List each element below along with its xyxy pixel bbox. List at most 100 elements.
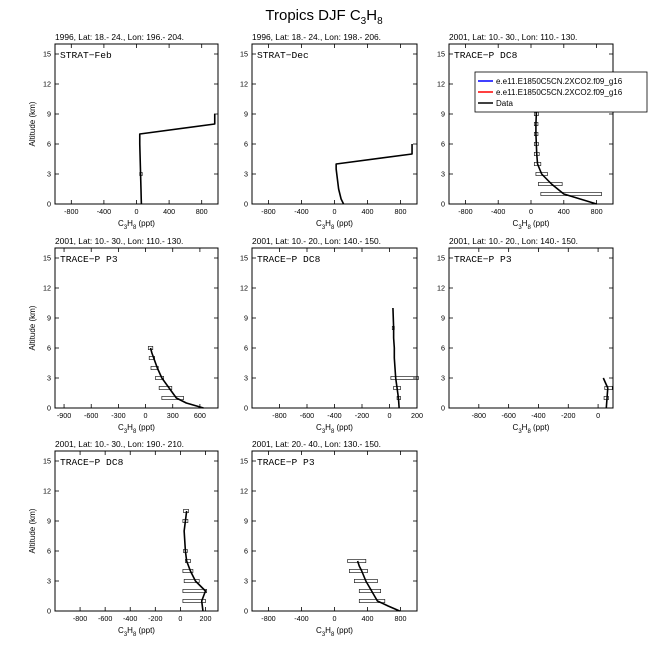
y-axis-label: Altitude (km): [28, 508, 37, 553]
chart-panel-6: 2001, Lat: 10.- 20., Lon: 140.- 150. TRAC…: [437, 236, 614, 435]
plot-frame: [54, 247, 219, 409]
legend: e.e11.E1850C5CN.2XCO2.f09_g16 e.e11.E1850…: [474, 71, 648, 113]
panel-subtitle: 1996, Lat: 18.- 24., Lon: 198.- 206.: [252, 32, 381, 42]
y-tick-label: 15: [240, 254, 248, 263]
x-axis-label: C3H8 (ppt): [513, 219, 550, 231]
y-tick-label: 3: [244, 577, 248, 586]
error-bar: [390, 376, 419, 380]
x-axis-label: C3H8 (ppt): [316, 219, 353, 231]
y-tick-label: 3: [244, 170, 248, 179]
error-bar: [155, 376, 164, 380]
y-tick-label: 12: [43, 80, 51, 89]
error-bar: [183, 579, 200, 583]
error-bar: [358, 599, 386, 603]
y-tick-label: 12: [240, 284, 248, 293]
legend-box: [474, 71, 648, 113]
panel-subtitle: 2001, Lat: 10.- 30., Lon: 110.- 130.: [449, 32, 577, 42]
x-tick-label: -200: [355, 411, 369, 420]
legend-label: Data: [496, 99, 513, 108]
legend-label: e.e11.E1850C5CN.2XCO2.f09_g16: [496, 77, 623, 86]
legend-label: e.e11.E1850C5CN.2XCO2.f09_g16: [496, 88, 623, 97]
chart-panel-4: 2001, Lat: 10.- 30., Lon: 110.- 130. TRAC…: [28, 236, 219, 435]
title-h: H: [366, 7, 378, 24]
y-tick-label: 15: [240, 50, 248, 59]
error-bar: [358, 589, 382, 593]
plot-frame: [54, 43, 219, 205]
x-axis-label: C3H8 (ppt): [316, 626, 353, 638]
y-tick-label: 15: [437, 254, 445, 263]
x-tick-label: -600: [300, 411, 314, 420]
x-tick-label: -200: [561, 411, 575, 420]
x-tick-label: 800: [196, 207, 208, 216]
x-tick-label: 600: [194, 411, 206, 420]
y-tick-label: 6: [47, 547, 51, 556]
x-tick-label: -800: [272, 411, 286, 420]
plot-frame: [251, 43, 418, 205]
chart-panel-8: 2001, Lat: 20.- 40., Lon: 130.- 150. TRAC…: [240, 439, 418, 638]
x-tick-label: 0: [135, 207, 139, 216]
x-tick-label: -600: [98, 614, 112, 623]
error-bar: [540, 192, 602, 196]
panel-subtitle: 1996, Lat: 18.- 24., Lon: 196.- 204.: [55, 32, 184, 42]
y-tick-label: 3: [47, 170, 51, 179]
x-axis-label: C3H8 (ppt): [513, 423, 550, 435]
y-tick-label: 0: [47, 404, 51, 413]
chart-panel-5: 2001, Lat: 10.- 20., Lon: 140.- 150. TRAC…: [240, 236, 423, 435]
error-bar: [148, 356, 155, 360]
x-tick-label: 0: [529, 207, 533, 216]
plot-frame: [448, 43, 614, 205]
y-tick-label: 3: [441, 170, 445, 179]
x-tick-label: 0: [144, 411, 148, 420]
y-tick-label: 9: [47, 314, 51, 323]
x-tick-label: 800: [591, 207, 603, 216]
campaign-label: TRACE−P DC8: [454, 50, 518, 61]
y-tick-label: 12: [437, 284, 445, 293]
x-tick-label: 200: [411, 411, 423, 420]
y-tick-label: 9: [244, 314, 248, 323]
x-tick-label: -600: [501, 411, 515, 420]
x-tick-label: 400: [163, 207, 175, 216]
y-tick-label: 6: [244, 547, 248, 556]
title-sub-8: 8: [377, 16, 383, 27]
y-tick-label: 6: [441, 140, 445, 149]
chart-panel-3: 2001, Lat: 10.- 30., Lon: 110.- 130. TRAC…: [437, 32, 648, 231]
x-tick-label: -800: [64, 207, 78, 216]
x-tick-label: -400: [294, 207, 308, 216]
error-bar: [158, 386, 173, 390]
y-tick-label: 9: [244, 517, 248, 526]
x-tick-label: 400: [362, 207, 374, 216]
campaign-label: TRACE−P P3: [454, 254, 512, 265]
error-bar: [349, 569, 368, 573]
x-tick-label: -800: [458, 207, 472, 216]
campaign-label: STRAT−Dec: [257, 50, 309, 61]
x-tick-label: -400: [491, 207, 505, 216]
x-tick-label: -800: [261, 614, 275, 623]
x-axis-label: C3H8 (ppt): [316, 423, 353, 435]
error-bar: [182, 589, 208, 593]
panel-subtitle: 2001, Lat: 10.- 30., Lon: 190.- 210.: [55, 439, 184, 449]
y-tick-label: 9: [441, 110, 445, 119]
data-line: [602, 377, 609, 409]
x-tick-label: -800: [261, 207, 275, 216]
x-tick-label: 0: [388, 411, 392, 420]
data-line: [335, 144, 413, 205]
x-tick-label: 400: [362, 614, 374, 623]
y-tick-label: 9: [47, 110, 51, 119]
campaign-label: TRACE−P DC8: [60, 457, 124, 468]
x-tick-label: -400: [97, 207, 111, 216]
y-tick-label: 12: [240, 80, 248, 89]
x-axis-label: C3H8 (ppt): [118, 219, 155, 231]
title-sub-3: 3: [360, 16, 367, 27]
x-tick-label: -200: [148, 614, 162, 623]
y-tick-label: 0: [441, 404, 445, 413]
y-tick-label: 3: [47, 577, 51, 586]
x-tick-label: 0: [178, 614, 182, 623]
campaign-label: TRACE−P DC8: [257, 254, 321, 265]
error-bar: [150, 366, 159, 370]
x-tick-label: 0: [596, 411, 600, 420]
y-tick-label: 0: [244, 607, 248, 616]
panel-subtitle: 2001, Lat: 10.- 20., Lon: 140.- 150.: [449, 236, 578, 246]
error-bar: [161, 396, 184, 400]
chart-panel-1: 1996, Lat: 18.- 24., Lon: 196.- 204. STRA…: [28, 32, 219, 231]
x-tick-label: 0: [333, 207, 337, 216]
